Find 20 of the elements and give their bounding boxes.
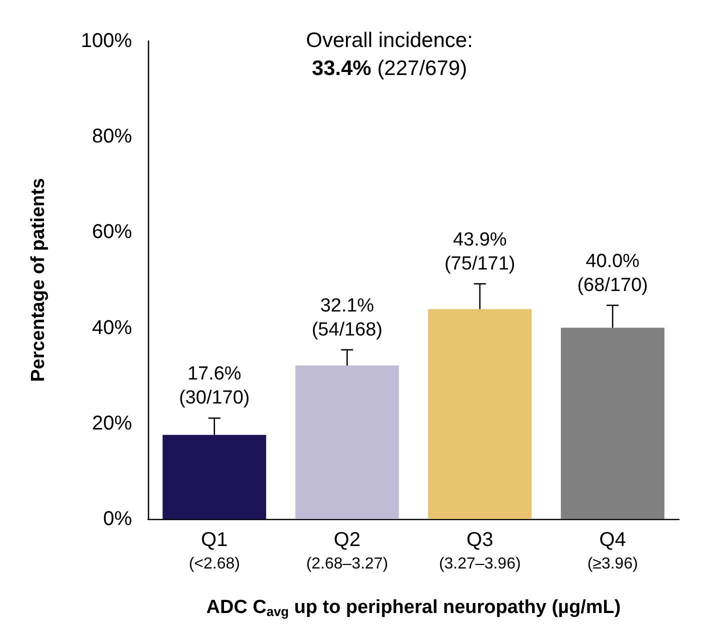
data-label: 43.9% (75/171) xyxy=(444,229,516,274)
y-axis-title: Percentage of patients xyxy=(28,178,49,382)
x-tick-label: Q2 (2.68–3.27) xyxy=(306,529,388,572)
y-tick-label: 100% xyxy=(80,30,132,52)
x-tick-label: Q1 (<2.68) xyxy=(188,529,240,572)
annotation: Overall incidence: 33.4% (227/679) xyxy=(306,29,473,80)
y-tick-label: 40% xyxy=(92,316,132,339)
data-label: 17.6% (30/170) xyxy=(178,364,250,409)
y-tick-label: 60% xyxy=(92,221,132,244)
data-label: 32.1% (54/168) xyxy=(312,295,383,340)
x-tick-label: Q3 (3.27–3.96) xyxy=(438,529,521,572)
bar xyxy=(560,328,664,519)
y-tick-label: 0% xyxy=(103,508,132,530)
bar xyxy=(295,366,399,519)
bar xyxy=(428,309,532,519)
y-tick-label: 80% xyxy=(92,126,132,148)
bar xyxy=(162,434,266,519)
y-tick-label: 20% xyxy=(92,412,132,434)
x-tick-label: Q4 (≥3.96) xyxy=(587,529,638,572)
data-label: 40.0% (68/170) xyxy=(577,250,648,296)
